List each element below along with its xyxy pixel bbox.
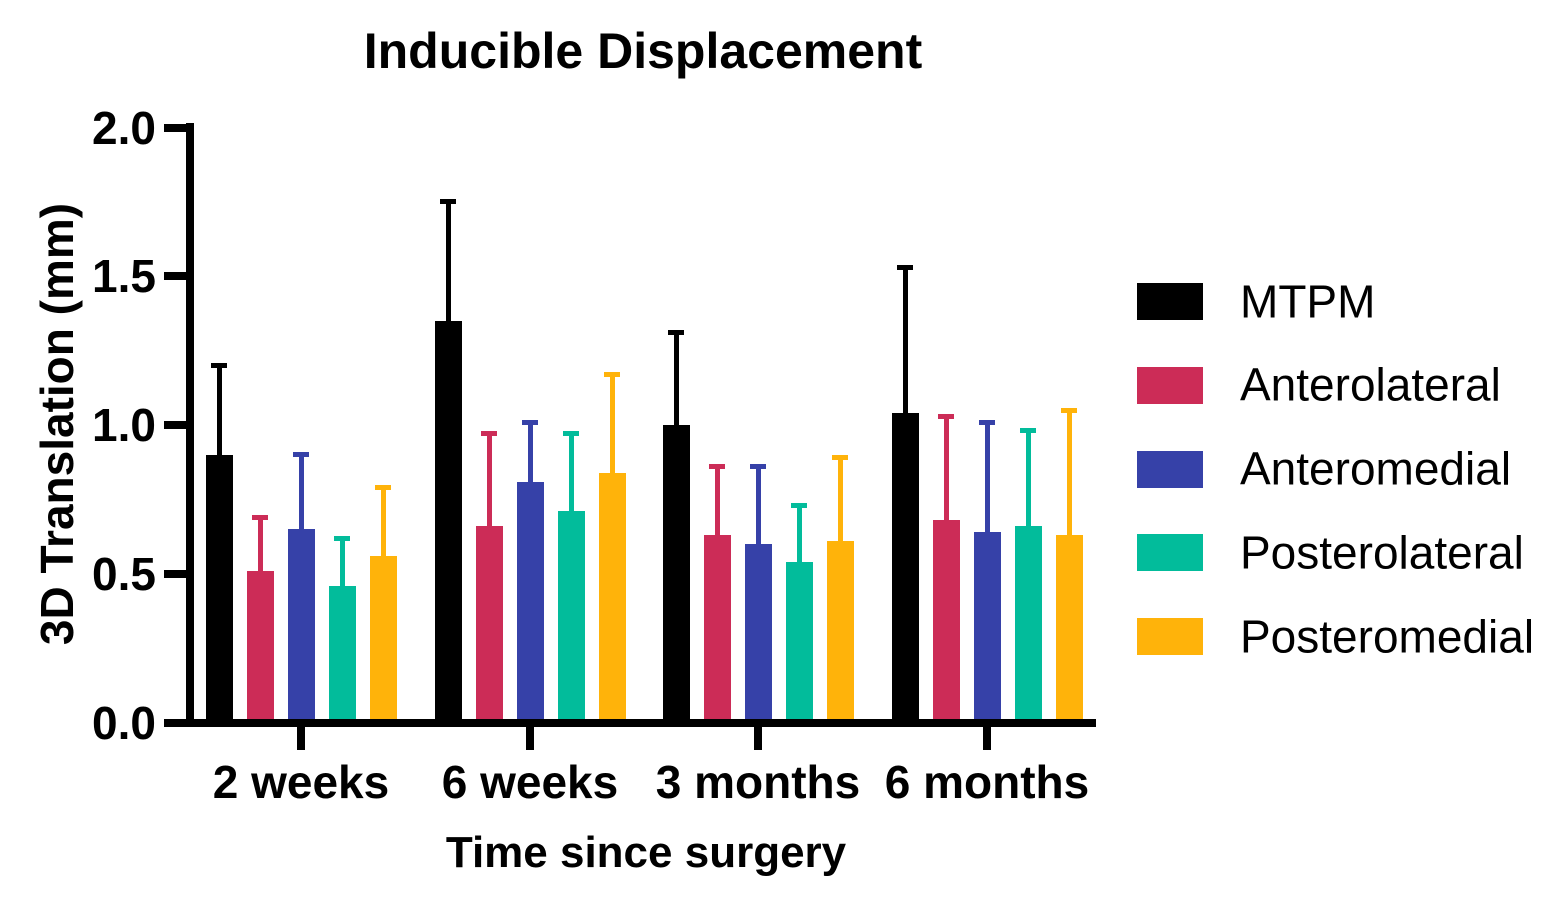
y-axis-line xyxy=(186,123,194,727)
legend-label-mtpm: MTPM xyxy=(1240,275,1376,328)
error-bar-cap-posteromedial-2-weeks xyxy=(375,484,391,490)
legend-label-anterolateral: Anterolateral xyxy=(1240,358,1501,411)
y-tick-label-0.0: 0.0 xyxy=(92,696,156,749)
legend-label-posteromedial: Posteromedial xyxy=(1240,610,1535,663)
legend-swatch-mtpm xyxy=(1137,283,1203,320)
error-bar-stem-anterolateral-6-weeks xyxy=(486,433,492,530)
y-tick-label-0.5: 0.5 xyxy=(92,547,156,600)
error-bar-stem-posteromedial-6-weeks xyxy=(609,374,615,476)
bar-anteromedial-3-months xyxy=(744,544,772,726)
x-category-label-6-months: 6 months xyxy=(884,756,1090,808)
error-bar-cap-anterolateral-6-weeks xyxy=(481,431,497,437)
error-bar-stem-posterolateral-3-months xyxy=(796,505,802,565)
x-category-label-2-weeks: 2 weeks xyxy=(212,756,390,808)
bar-anteromedial-6-weeks xyxy=(516,481,544,726)
bar-anterolateral-6-weeks xyxy=(475,526,503,726)
y-tick-1.0 xyxy=(164,421,186,429)
y-tick-label-1.5: 1.5 xyxy=(92,250,156,303)
y-tick-label-1.0: 1.0 xyxy=(92,399,156,451)
error-bar-stem-posteromedial-3-months xyxy=(837,457,843,545)
error-bar-cap-posteromedial-6-weeks xyxy=(604,371,620,377)
error-bar-stem-anteromedial-3-months xyxy=(755,466,761,547)
y-tick-label-2.0: 2.0 xyxy=(92,101,156,154)
error-bar-stem-mtpm-2-weeks xyxy=(216,365,222,458)
legend-swatch-posteromedial xyxy=(1137,618,1203,655)
error-bar-stem-anteromedial-6-months xyxy=(984,422,990,536)
error-bar-cap-posteromedial-6-months xyxy=(1061,407,1077,413)
error-bar-stem-anteromedial-6-weeks xyxy=(527,422,533,485)
legend-swatch-posterolateral xyxy=(1137,534,1203,572)
bar-anteromedial-6-months xyxy=(973,532,1001,726)
error-bar-stem-posterolateral-2-weeks xyxy=(339,538,345,589)
error-bar-stem-mtpm-3-months xyxy=(673,332,679,428)
x-tick-6-weeks xyxy=(526,726,534,750)
legend-label-posterolateral: Posterolateral xyxy=(1240,526,1524,579)
x-axis-title: Time since surgery xyxy=(445,828,847,877)
error-bar-stem-mtpm-6-months xyxy=(902,267,908,417)
y-tick-1.5 xyxy=(164,272,186,281)
bar-anterolateral-6-months xyxy=(932,520,960,726)
error-bar-cap-mtpm-2-weeks xyxy=(211,363,227,368)
bar-posterolateral-3-months xyxy=(785,561,813,726)
error-bar-cap-anteromedial-3-months xyxy=(750,464,766,470)
bar-mtpm-2-weeks xyxy=(205,454,233,726)
error-bar-cap-mtpm-3-months xyxy=(668,330,684,336)
bar-posteromedial-2-weeks xyxy=(369,555,397,726)
bar-mtpm-3-months xyxy=(662,425,690,726)
error-bar-stem-anteromedial-2-weeks xyxy=(298,454,304,533)
error-bar-cap-mtpm-6-weeks xyxy=(440,199,456,205)
error-bar-stem-posteromedial-2-weeks xyxy=(380,487,386,559)
chart-title: Inducible Displacement xyxy=(363,23,923,79)
error-bar-cap-posterolateral-2-weeks xyxy=(334,535,350,541)
bar-posterolateral-6-weeks xyxy=(557,511,585,726)
error-bar-stem-anterolateral-2-weeks xyxy=(257,517,263,574)
bar-anterolateral-2-weeks xyxy=(246,570,274,726)
error-bar-stem-mtpm-6-weeks xyxy=(445,201,451,324)
error-bar-cap-anteromedial-6-weeks xyxy=(522,419,538,425)
bar-posterolateral-6-months xyxy=(1014,526,1042,726)
x-category-label-3-months: 3 months xyxy=(655,756,861,808)
error-bar-stem-posterolateral-6-weeks xyxy=(568,433,574,515)
error-bar-cap-anterolateral-3-months xyxy=(709,464,725,470)
bar-anterolateral-3-months xyxy=(703,535,731,726)
x-tick-6-months xyxy=(983,726,991,750)
error-bar-stem-posteromedial-6-months xyxy=(1066,410,1072,539)
y-tick-0.0 xyxy=(164,718,186,727)
error-bar-cap-posteromedial-3-months xyxy=(832,455,848,461)
x-tick-3-months xyxy=(754,726,762,750)
bar-posteromedial-6-weeks xyxy=(598,472,626,726)
error-bar-cap-anterolateral-2-weeks xyxy=(252,514,268,520)
y-tick-2.0 xyxy=(164,123,186,132)
x-tick-2-weeks xyxy=(297,726,305,750)
x-axis-line xyxy=(186,718,1096,727)
error-bar-stem-posterolateral-6-months xyxy=(1025,430,1031,530)
bar-anteromedial-2-weeks xyxy=(287,529,315,726)
bar-posteromedial-6-months xyxy=(1055,535,1083,726)
y-tick-0.5 xyxy=(164,569,186,578)
error-bar-cap-anterolateral-6-months xyxy=(938,413,954,419)
error-bar-cap-mtpm-6-months xyxy=(897,264,913,270)
bar-mtpm-6-months xyxy=(891,413,919,726)
error-bar-cap-anteromedial-6-months xyxy=(979,419,995,425)
error-bar-cap-posterolateral-6-months xyxy=(1020,428,1036,434)
error-bar-cap-posterolateral-3-months xyxy=(791,502,807,508)
error-bar-stem-anterolateral-6-months xyxy=(943,416,949,524)
error-bar-stem-anterolateral-3-months xyxy=(714,466,720,539)
x-category-label-6-weeks: 6 weeks xyxy=(441,756,619,808)
bar-posteromedial-3-months xyxy=(826,541,854,726)
legend-swatch-anterolateral xyxy=(1137,366,1203,404)
error-bar-cap-anteromedial-2-weeks xyxy=(293,452,309,458)
bar-mtpm-6-weeks xyxy=(434,320,462,726)
bar-posterolateral-2-weeks xyxy=(328,585,356,726)
legend-swatch-anteromedial xyxy=(1137,450,1203,488)
error-bar-cap-posterolateral-6-weeks xyxy=(563,431,579,437)
legend-label-anteromedial: Anteromedial xyxy=(1240,442,1512,495)
